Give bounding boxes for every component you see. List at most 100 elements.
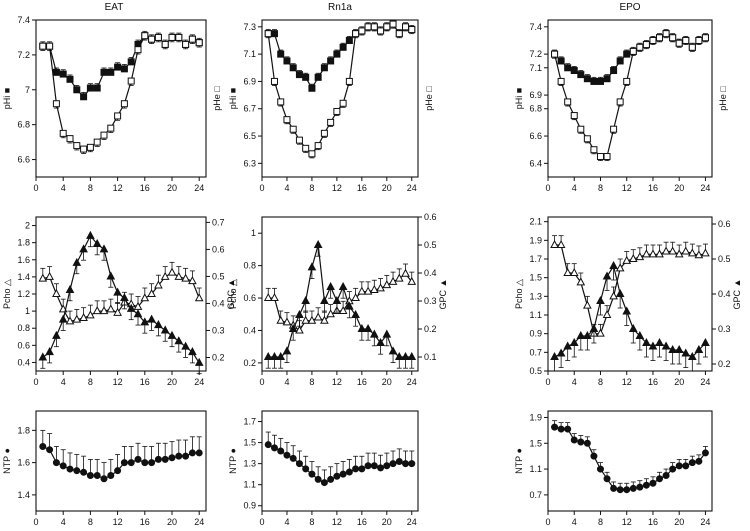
data-point — [635, 252, 645, 261]
data-point — [590, 77, 598, 85]
y-tick-label: 1.8 — [17, 238, 30, 248]
data-point — [590, 146, 598, 154]
y-right-tick-label: 0.5 — [424, 240, 437, 250]
data-point — [370, 462, 378, 470]
data-point — [648, 249, 658, 258]
data-point — [289, 64, 297, 72]
y-tick-label: 0.8 — [243, 261, 256, 271]
x-tick-label: 12 — [113, 517, 123, 527]
y-tick-label: 6.3 — [243, 158, 256, 168]
x-tick-label: 20 — [382, 377, 392, 387]
data-point — [133, 309, 143, 318]
x-tick-label: 24 — [700, 183, 710, 193]
data-point — [182, 40, 190, 48]
data-point — [66, 465, 74, 473]
data-point — [622, 255, 632, 264]
x-tick-label: 4 — [61, 517, 66, 527]
y-tick-label: 7.1 — [529, 63, 542, 73]
y-tick-label: 7.1 — [243, 49, 256, 59]
x-tick-label: 20 — [674, 183, 684, 193]
x-tick-label: 24 — [194, 183, 204, 193]
data-point — [642, 41, 650, 49]
x-tick-label: 20 — [167, 517, 177, 527]
ph-panel-rn1a: 0 4 8 12 16 20 24 6.3 6.5 6.7 6.9 7.1 7.3 pHi ■ pHe □ — [228, 19, 434, 193]
x-tick-label: 20 — [674, 377, 684, 387]
data-point — [583, 439, 591, 447]
x-tick-label: 4 — [284, 377, 289, 387]
x-tick-label: 0 — [545, 517, 550, 527]
data-point — [609, 291, 618, 300]
data-point — [550, 351, 559, 360]
y-tick-label: 1.1 — [529, 464, 542, 474]
data-point — [161, 40, 169, 48]
data-point — [701, 337, 710, 346]
data-point — [302, 144, 310, 152]
data-point — [195, 449, 203, 457]
data-point — [154, 455, 162, 463]
data-point — [557, 77, 565, 85]
data-point — [127, 58, 135, 66]
x-tick-label: 24 — [194, 517, 204, 527]
data-point — [307, 315, 317, 324]
data-point — [402, 460, 410, 468]
data-point — [168, 454, 176, 462]
data-point — [127, 459, 135, 467]
data-point — [622, 306, 632, 315]
y-tick-label: 6.9 — [529, 90, 542, 100]
x-tick-label: 12 — [332, 517, 342, 527]
x-tick-label: 20 — [382, 517, 392, 527]
data-point — [675, 39, 683, 47]
data-point — [649, 36, 657, 44]
metab-panel-eat: 0 4 8 12 16 20 24 0.4 0.6 0.8 1 1.2 1.4 1.6 1.8 2 0.2 0.3… — [2, 216, 236, 387]
series-line — [554, 264, 706, 358]
data-point — [623, 50, 631, 58]
data-point — [283, 116, 291, 124]
x-tick-label: 12 — [332, 183, 342, 193]
x-tick-label: 0 — [33, 377, 38, 387]
y-axis-label-right: GPC ▲ — [732, 279, 742, 310]
y-tick-label: 6.8 — [529, 104, 542, 114]
data-point — [282, 346, 292, 355]
data-point — [301, 295, 311, 304]
data-point — [326, 281, 335, 290]
data-point — [701, 34, 709, 42]
y-axis-label: Pcho △ — [2, 279, 12, 309]
data-point — [557, 425, 565, 433]
series-open-triangle — [263, 263, 417, 334]
y-tick-label: 7.2 — [17, 50, 30, 60]
data-point — [141, 32, 149, 40]
data-point — [629, 47, 637, 55]
data-point — [120, 459, 128, 467]
data-point — [188, 276, 197, 285]
data-point — [313, 239, 323, 248]
data-point — [577, 71, 585, 79]
data-point — [661, 246, 671, 255]
y-tick-label: 1 — [251, 228, 256, 238]
data-point — [345, 77, 353, 85]
y-tick-label: 1.9 — [529, 235, 542, 245]
y-right-tick-label: 0.3 — [424, 296, 437, 306]
data-point — [345, 301, 354, 310]
y-tick-label: 6.9 — [243, 76, 256, 86]
data-point — [701, 248, 710, 257]
data-point — [628, 323, 638, 332]
data-point — [120, 100, 128, 108]
data-point — [308, 150, 316, 158]
data-point — [93, 138, 101, 146]
y-tick-label: 6.6 — [529, 131, 542, 141]
data-point — [327, 118, 335, 126]
data-point — [615, 263, 625, 272]
data-point — [264, 30, 272, 38]
data-point — [174, 336, 184, 345]
data-point — [377, 27, 385, 35]
data-point — [338, 305, 348, 315]
data-point — [694, 344, 704, 353]
data-point — [295, 460, 303, 468]
data-point — [557, 57, 565, 65]
data-point — [320, 129, 328, 137]
data-point — [320, 315, 329, 324]
data-point — [134, 455, 142, 463]
data-point — [141, 459, 149, 467]
y-tick-label: 1.6 — [17, 458, 30, 468]
data-point — [668, 246, 677, 255]
